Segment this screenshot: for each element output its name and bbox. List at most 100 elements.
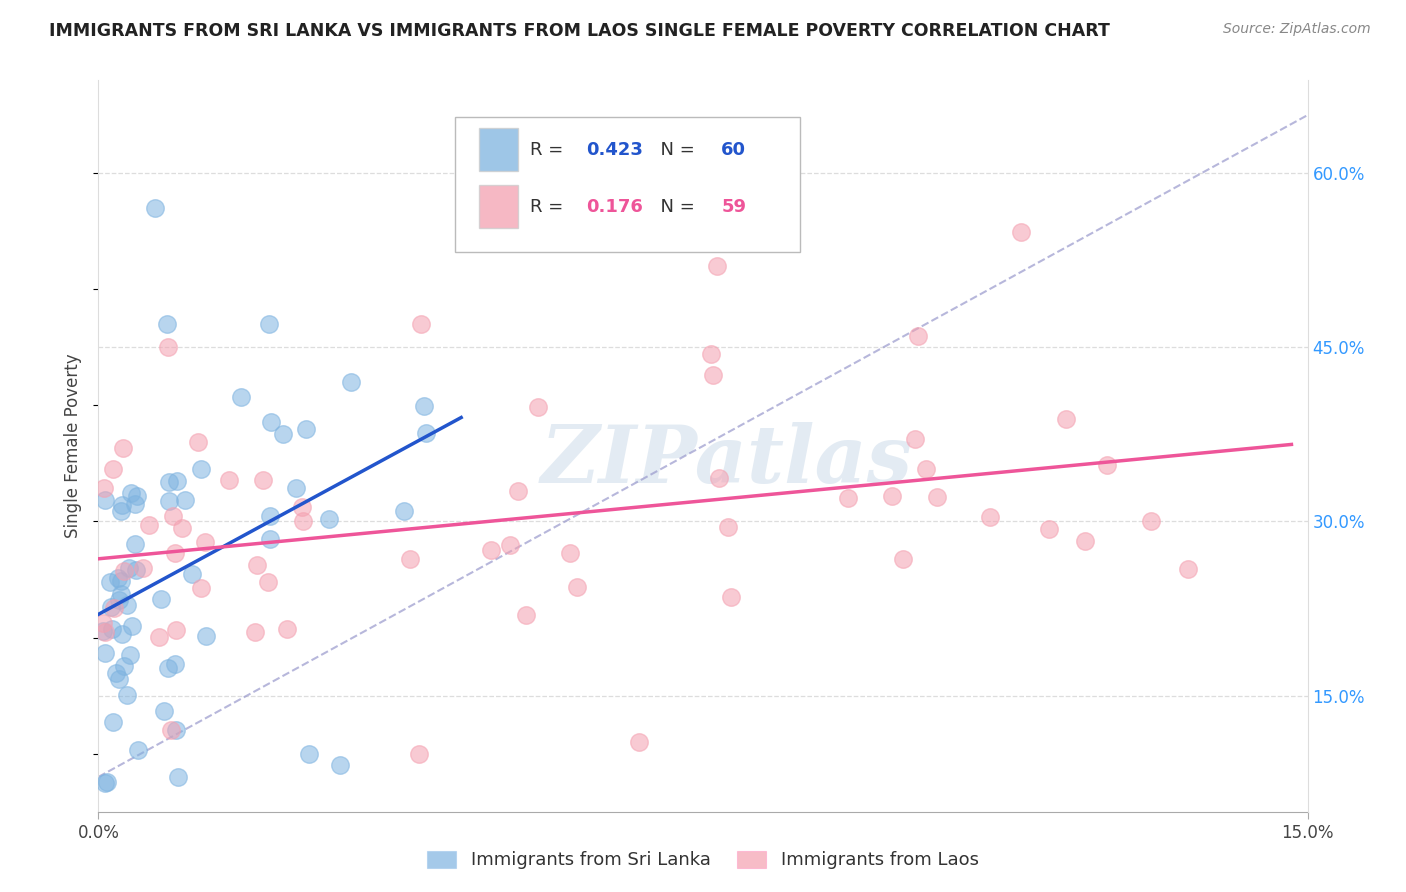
Point bbox=[907, 328, 929, 343]
Point bbox=[149, 591, 172, 606]
Point bbox=[111, 498, 134, 512]
Point bbox=[720, 590, 742, 604]
Text: R =: R = bbox=[530, 198, 569, 216]
Point bbox=[93, 482, 115, 496]
Point bbox=[707, 471, 730, 485]
Point bbox=[173, 492, 195, 507]
Point bbox=[700, 347, 723, 361]
Point bbox=[167, 770, 190, 784]
Point bbox=[565, 580, 588, 594]
Point bbox=[96, 775, 118, 789]
Point bbox=[979, 509, 1001, 524]
Point bbox=[392, 504, 415, 518]
FancyBboxPatch shape bbox=[456, 117, 800, 252]
Point bbox=[285, 481, 308, 495]
Point bbox=[94, 776, 117, 790]
FancyBboxPatch shape bbox=[479, 128, 517, 171]
Point bbox=[165, 657, 187, 672]
Point bbox=[108, 593, 131, 607]
Point bbox=[526, 401, 548, 415]
Point bbox=[115, 688, 138, 702]
Point bbox=[160, 723, 183, 738]
Point bbox=[127, 743, 149, 757]
Point bbox=[260, 415, 283, 429]
Point bbox=[156, 317, 179, 331]
Text: N =: N = bbox=[648, 198, 700, 216]
Point bbox=[124, 537, 146, 551]
Point bbox=[148, 630, 170, 644]
Point bbox=[94, 493, 117, 508]
Point bbox=[1073, 533, 1095, 548]
Point bbox=[93, 624, 115, 638]
Text: IMMIGRANTS FROM SRI LANKA VS IMMIGRANTS FROM LAOS SINGLE FEMALE POVERTY CORRELAT: IMMIGRANTS FROM SRI LANKA VS IMMIGRANTS … bbox=[49, 22, 1111, 40]
Point bbox=[195, 629, 218, 643]
Point bbox=[415, 426, 437, 441]
Text: 0.423: 0.423 bbox=[586, 141, 643, 159]
Text: N =: N = bbox=[648, 141, 700, 159]
Point bbox=[157, 475, 180, 490]
Point bbox=[125, 563, 148, 577]
Point bbox=[914, 462, 936, 476]
Point bbox=[115, 598, 138, 612]
Text: Source: ZipAtlas.com: Source: ZipAtlas.com bbox=[1223, 22, 1371, 37]
Point bbox=[479, 543, 502, 558]
Point bbox=[882, 490, 904, 504]
Point bbox=[329, 758, 352, 772]
Point bbox=[231, 390, 253, 404]
Point bbox=[190, 462, 212, 476]
Point bbox=[101, 461, 124, 475]
Point bbox=[411, 317, 433, 331]
Point bbox=[558, 546, 581, 560]
Point bbox=[298, 747, 321, 761]
Point bbox=[717, 520, 740, 534]
Point bbox=[138, 518, 160, 533]
Point bbox=[112, 564, 135, 578]
Point bbox=[157, 661, 180, 675]
Point bbox=[163, 545, 186, 559]
Point bbox=[628, 735, 651, 749]
Point bbox=[399, 552, 422, 566]
Text: R =: R = bbox=[530, 141, 569, 159]
Point bbox=[118, 648, 141, 662]
Point bbox=[218, 473, 240, 487]
Point bbox=[515, 607, 537, 622]
Point bbox=[125, 489, 148, 503]
Legend: Immigrants from Sri Lanka, Immigrants from Laos: Immigrants from Sri Lanka, Immigrants fr… bbox=[418, 842, 988, 879]
Point bbox=[1038, 522, 1060, 536]
Point bbox=[110, 574, 132, 588]
FancyBboxPatch shape bbox=[479, 185, 517, 228]
Point bbox=[257, 574, 280, 589]
Point bbox=[1095, 458, 1118, 473]
Point bbox=[103, 600, 125, 615]
Text: 0.176: 0.176 bbox=[586, 198, 643, 216]
Point bbox=[259, 317, 281, 331]
Point bbox=[165, 623, 187, 637]
Point bbox=[118, 561, 141, 575]
Text: 60: 60 bbox=[721, 141, 747, 159]
Point bbox=[112, 658, 135, 673]
Point bbox=[259, 509, 281, 524]
Text: ZIPatlas: ZIPatlas bbox=[541, 422, 914, 500]
Point bbox=[259, 532, 281, 546]
Point bbox=[243, 625, 266, 640]
Text: 59: 59 bbox=[721, 198, 747, 216]
Point bbox=[837, 491, 859, 506]
Point bbox=[194, 535, 217, 549]
Y-axis label: Single Female Poverty: Single Female Poverty bbox=[65, 354, 83, 538]
Point bbox=[111, 442, 134, 456]
Point bbox=[408, 747, 430, 761]
Point bbox=[91, 616, 114, 631]
Point bbox=[499, 538, 522, 552]
Point bbox=[318, 512, 340, 526]
Point bbox=[110, 504, 132, 518]
Point bbox=[180, 567, 202, 582]
Point bbox=[120, 485, 142, 500]
Point bbox=[94, 647, 117, 661]
Point bbox=[1054, 412, 1077, 426]
Point bbox=[107, 571, 129, 585]
Point bbox=[98, 575, 121, 590]
Point bbox=[101, 622, 124, 636]
Point bbox=[108, 672, 131, 686]
Point bbox=[927, 490, 949, 504]
Point bbox=[156, 340, 179, 354]
